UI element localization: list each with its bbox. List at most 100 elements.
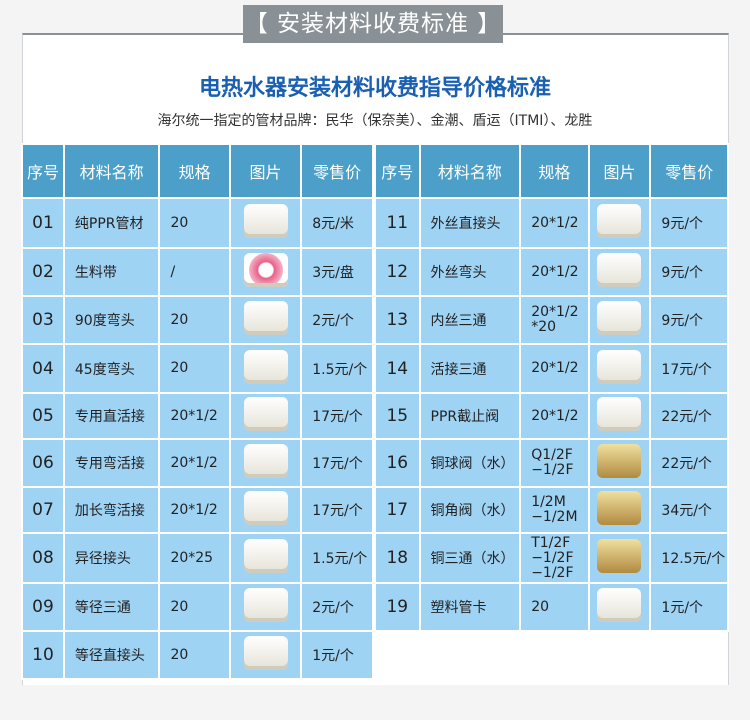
male-coupling-icon <box>597 204 642 238</box>
spec: 20 <box>158 582 231 632</box>
spec-line: −1/2F <box>531 564 574 581</box>
elbow-45-icon <box>243 349 288 384</box>
price: 17元/个 <box>300 486 374 534</box>
row-number: 02 <box>21 247 65 297</box>
female-tee-icon <box>597 301 642 335</box>
spec-line: / <box>170 263 176 280</box>
table-row: 12 外丝弯头 20*1/2 9元/个 <box>374 247 729 297</box>
row-number: 19 <box>374 582 421 632</box>
row-number: 08 <box>21 532 65 584</box>
row-number: 15 <box>374 392 421 440</box>
product-image <box>228 486 303 534</box>
spec-line: −1/2M <box>531 509 578 525</box>
price: 1元/个 <box>300 630 374 680</box>
material-name: 铜球阀（水） <box>418 438 522 488</box>
table-row: 06 专用弯活接 20*1/2 17元/个 <box>21 438 374 488</box>
page-title: 电热水器安装材料收费指导价格标准 <box>198 76 551 101</box>
reducer-icon <box>243 539 288 573</box>
price: 2元/个 <box>300 295 374 345</box>
table-row: 18 铜三通（水） T1/2F −1/2F −1/2F 12.5元/个 <box>374 532 729 584</box>
row-number: 05 <box>21 392 65 440</box>
spec-line: 20*1/2 <box>531 407 579 424</box>
product-image <box>228 582 303 632</box>
spec: 20*1/2 *20 <box>519 295 590 345</box>
price: 9元/个 <box>649 197 729 249</box>
header-cell: 材料名称 <box>62 143 161 199</box>
spec-line: 20 <box>170 646 189 663</box>
price: 3元/盘 <box>300 247 374 297</box>
ball-valve-icon <box>597 444 642 478</box>
spec: 20 <box>158 295 231 345</box>
material-name: 外丝弯头 <box>418 247 522 297</box>
brass-tee-icon <box>597 539 642 573</box>
spec-line: 20*1/2 <box>170 501 218 518</box>
spec: 20*1/2 <box>519 392 590 440</box>
price: 1.5元/个 <box>300 532 374 584</box>
spec: 20*25 <box>158 532 231 584</box>
spec-line: Q1/2F <box>531 447 573 463</box>
table-row: 02 生料带 / 3元/盘 <box>21 247 374 297</box>
spec-line: T1/2F <box>531 534 571 551</box>
product-image <box>587 392 652 440</box>
spec: 20 <box>158 630 231 680</box>
material-name: 等径直接头 <box>62 630 161 680</box>
spec: / <box>158 247 231 297</box>
material-name: 专用直活接 <box>62 392 161 440</box>
material-name: 外丝直接头 <box>418 197 522 249</box>
material-name: 专用弯活接 <box>62 438 161 488</box>
spec-line: 20 <box>170 311 189 328</box>
header-cell: 规格 <box>519 143 590 199</box>
spec-line: −1/2F <box>531 549 574 566</box>
spec-line: 1/2M <box>531 494 566 510</box>
table-row: 17 铜角阀（水） 1/2M −1/2M 34元/个 <box>374 486 729 534</box>
spec: 20 <box>519 582 590 632</box>
product-image <box>228 532 303 584</box>
row-number: 18 <box>374 532 421 584</box>
pipe-icon <box>243 204 288 238</box>
product-image <box>587 582 652 632</box>
spec-line: 20*1/2 <box>170 454 218 471</box>
header-cell: 序号 <box>374 143 421 199</box>
price-table-left: 序号 材料名称 规格 图片 零售价 01 纯PPR管材 20 8元/米 02 生料带 /… <box>21 143 374 680</box>
product-image <box>228 630 303 680</box>
angle-valve-icon <box>597 491 642 525</box>
price: 34元/个 <box>649 486 729 534</box>
product-image <box>587 247 652 297</box>
spec: Q1/2F −1/2F <box>519 438 590 488</box>
price: 17元/个 <box>300 438 374 488</box>
price: 1.5元/个 <box>300 343 374 394</box>
product-image <box>228 392 303 440</box>
row-number: 03 <box>21 295 65 345</box>
spec: 20*1/2 <box>519 247 590 297</box>
material-name: 生料带 <box>62 247 161 297</box>
table-header: 序号 材料名称 规格 图片 零售价 <box>374 143 729 199</box>
material-name: 加长弯活接 <box>62 486 161 534</box>
price: 22元/个 <box>649 438 729 488</box>
spec-line: *20 <box>531 319 557 335</box>
union-tee-icon <box>597 349 642 384</box>
price: 9元/个 <box>649 295 729 345</box>
table-row: 10 等径直接头 20 1元/个 <box>21 630 374 680</box>
product-image <box>587 343 652 394</box>
pipe-clip-icon <box>597 588 642 622</box>
product-image <box>228 438 303 488</box>
table-row: 07 加长弯活接 20*1/2 17元/个 <box>21 486 374 534</box>
material-name: 纯PPR管材 <box>62 197 161 249</box>
spec-line: 20*25 <box>170 549 214 566</box>
table-row: 15 PPR截止阀 20*1/2 22元/个 <box>374 392 729 440</box>
row-number: 01 <box>21 197 65 249</box>
row-number: 09 <box>21 582 65 632</box>
material-name: 内丝三通 <box>418 295 522 345</box>
product-image <box>587 486 652 534</box>
spec-line: 20*1/2 <box>531 263 579 280</box>
spec: 20*1/2 <box>158 438 231 488</box>
material-name: 90度弯头 <box>62 295 161 345</box>
spec: 20 <box>158 343 231 394</box>
spec-line: −1/2F <box>531 462 574 478</box>
table-row: 03 90度弯头 20 2元/个 <box>21 295 374 345</box>
header-cell: 序号 <box>21 143 65 199</box>
product-image <box>228 343 303 394</box>
table-header: 序号 材料名称 规格 图片 零售价 <box>21 143 374 199</box>
elbow-union-icon <box>243 444 288 478</box>
product-image <box>228 295 303 345</box>
